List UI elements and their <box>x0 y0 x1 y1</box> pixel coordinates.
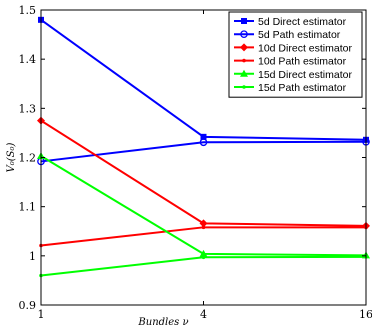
series-2 <box>37 137 370 166</box>
series-3 <box>37 116 370 230</box>
data-point-triangle <box>199 249 208 257</box>
data-point-diamond <box>199 219 208 228</box>
data-point-circle <box>199 138 208 147</box>
plot-area <box>37 16 370 278</box>
legend-label: 10d Direct estimator <box>258 42 352 54</box>
data-point-dot <box>242 58 246 63</box>
legend-label: 15d Direct estimator <box>258 69 352 81</box>
x-tick-label: 16 <box>359 308 372 321</box>
legend-item: 5d Direct estimator <box>234 16 347 28</box>
data-point-triangle <box>240 69 248 77</box>
series-line <box>40 255 367 277</box>
data-point-dot <box>201 255 206 260</box>
x-tick-label: 1 <box>38 308 45 321</box>
x-axis-title: Bundles ν <box>137 317 188 328</box>
x-tick-label: 4 <box>200 308 207 321</box>
legend-label: 10d Path estimator <box>258 56 347 68</box>
legend-item: 5d Path estimator <box>234 29 341 41</box>
legend-label: 15d Path estimator <box>258 82 347 94</box>
y-axis-title: V₀(S₀) <box>6 142 17 172</box>
series-4 <box>39 225 368 248</box>
legend-label: 5d Path estimator <box>258 29 341 41</box>
y-tick-label: 1.2 <box>19 152 37 165</box>
legend-box <box>228 11 363 98</box>
data-point-dot <box>242 85 246 89</box>
data-point-square <box>200 133 207 140</box>
data-point-square <box>241 18 247 24</box>
series-line <box>40 226 366 247</box>
y-tick-label: 1.4 <box>19 53 37 66</box>
legend-item: 10d Direct estimator <box>234 42 352 54</box>
series-5 <box>37 152 370 259</box>
axes: 1 4 160.911.11.21.31.41.5 <box>19 4 372 321</box>
data-point-dot <box>201 225 206 230</box>
data-point-circle <box>240 30 248 39</box>
y-tick-label: 1.5 <box>19 4 37 17</box>
y-tick-label: 1.1 <box>19 201 37 214</box>
legend-item: 15d Path estimator <box>234 82 347 94</box>
y-tick-label: 1.3 <box>19 102 37 115</box>
legend-label: 5d Direct estimator <box>258 16 347 28</box>
legend-item: 10d Path estimator <box>234 56 347 68</box>
y-tick-label: 0.9 <box>19 299 37 312</box>
y-tick-label: 1 <box>29 250 36 263</box>
legend-item: 15d Direct estimator <box>234 69 352 81</box>
data-point-diamond <box>240 43 248 52</box>
series-6 <box>39 255 368 278</box>
